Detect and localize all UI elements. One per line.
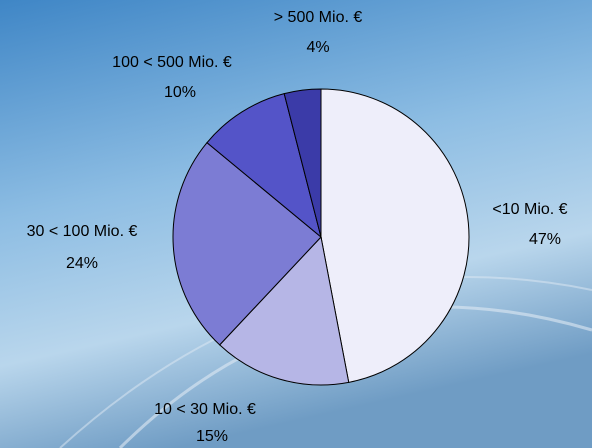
slice-label: 30 < 100 Mio. € [27,223,138,240]
slice-label: > 500 Mio. € [274,9,363,26]
pie-slice [218,235,350,386]
slice-value-label: 24% [66,255,98,272]
slice-label: <10 Mio. € [492,201,567,218]
slice-label: 100 < 500 Mio. € [112,54,232,71]
slice-value-label: 15% [196,428,228,445]
pie-slice [172,141,322,346]
slice-value-label: 4% [306,39,329,56]
pie-slice [206,93,322,239]
pie-slice [320,88,470,383]
slice-label: 10 < 30 Mio. € [154,401,256,418]
pie-slice [283,88,322,238]
slice-value-label: 47% [529,231,561,248]
slice-value-label: 10% [164,84,196,101]
